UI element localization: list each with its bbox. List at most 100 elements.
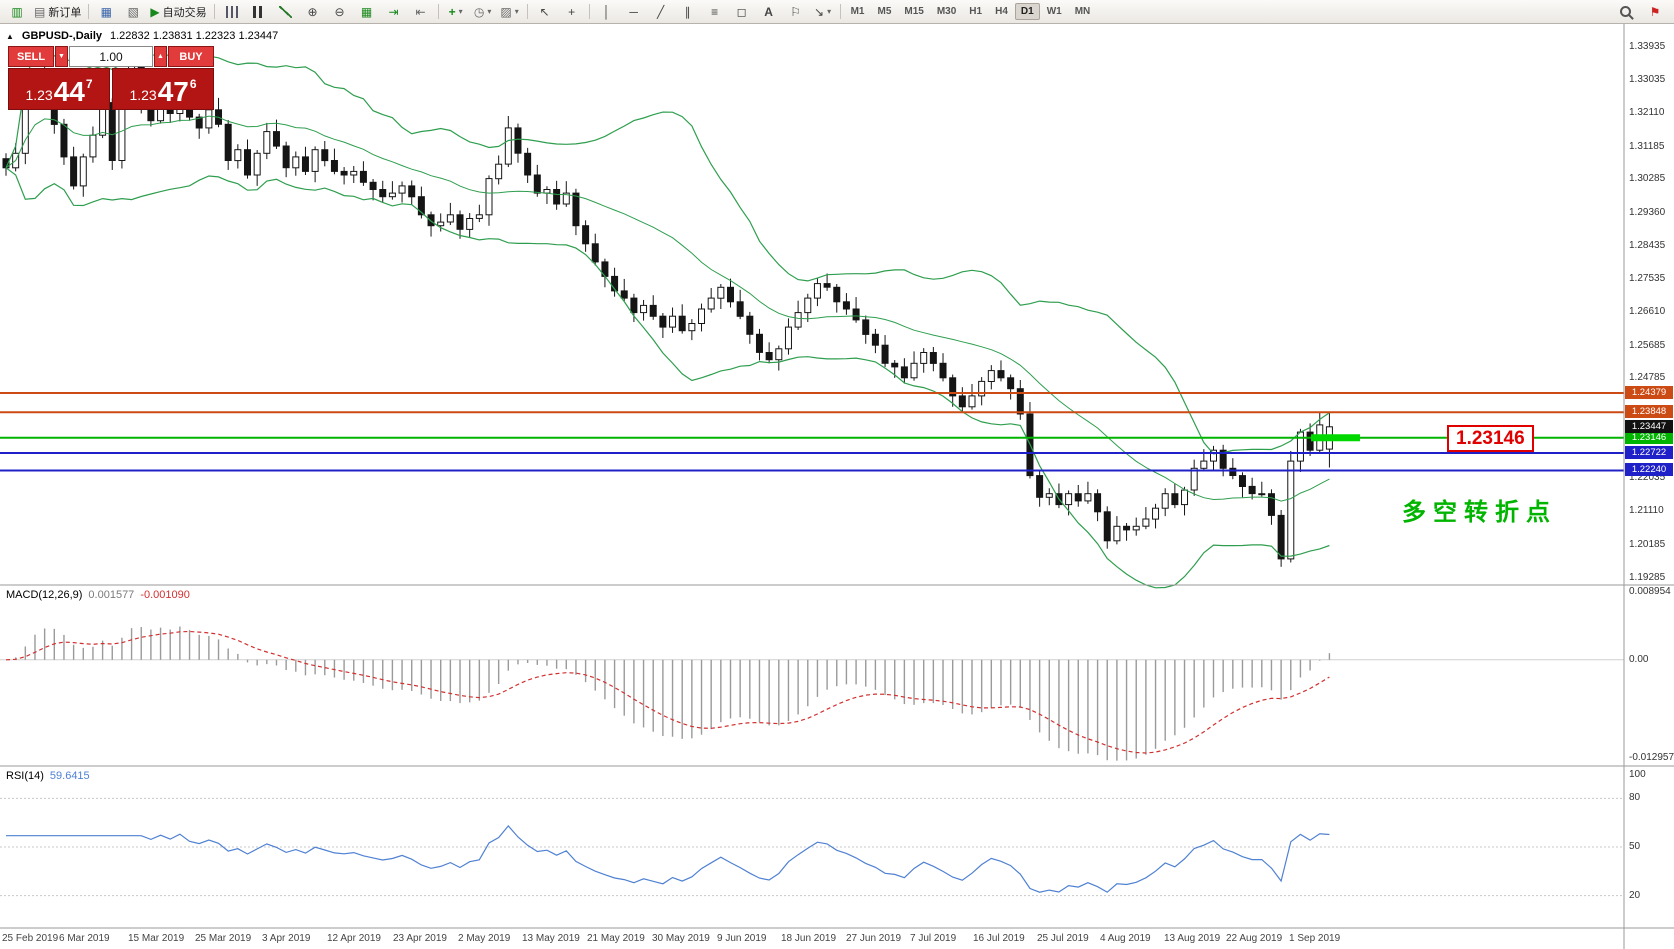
date-axis-label: 1 Sep 2019 <box>1289 933 1341 944</box>
sell-button[interactable]: SELL <box>8 46 54 67</box>
timeframe-button-M5[interactable]: M5 <box>877 6 892 17</box>
date-axis-label: 21 May 2019 <box>587 933 645 944</box>
trendline-icon[interactable]: ╱ <box>656 4 665 19</box>
buy-button[interactable]: BUY <box>168 46 214 67</box>
text-label-icon[interactable]: ⚐ <box>790 4 801 19</box>
price-axis-label: 1.29360 <box>1629 206 1666 218</box>
date-axis-label: 2 May 2019 <box>458 933 511 944</box>
macd-indicator-label: MACD(12,26,9) 0.001577 -0.001090 <box>6 589 190 601</box>
timeframe-button-W1[interactable]: W1 <box>1046 6 1062 17</box>
price-axis-label: 1.28435 <box>1629 240 1666 252</box>
zoom-out-icon[interactable]: ⊖ <box>334 4 345 19</box>
date-axis-label: 25 Jul 2019 <box>1037 933 1089 944</box>
separator <box>526 4 528 19</box>
separator <box>88 4 90 19</box>
date-axis-label: 18 Jun 2019 <box>781 933 837 944</box>
auto-scroll-icon[interactable]: ⇥ <box>388 4 399 19</box>
timeframe-button-H4[interactable]: H4 <box>995 6 1008 17</box>
chart-window-icon[interactable]: ▦ <box>100 4 113 19</box>
bar-chart-icon[interactable] <box>219 2 245 22</box>
search-icon[interactable] <box>1612 2 1638 22</box>
zoom-in-icon[interactable]: ⊕ <box>307 4 318 19</box>
date-axis-label: 13 May 2019 <box>522 933 580 944</box>
buy-price-main: 47 <box>157 76 189 108</box>
indicators-add-icon[interactable]: + ▾ <box>448 4 463 19</box>
crosshair-icon[interactable]: + <box>568 4 576 19</box>
chart-title: ▲ GBPUSD-,Daily 1.22832 1.23831 1.22323 … <box>6 30 278 42</box>
price-axis-label: 1.30285 <box>1629 173 1666 185</box>
autotrading-button[interactable]: ▶ 自动交易 <box>147 2 209 22</box>
chinese-annotation[interactable]: 多空转折点 <box>1402 499 1557 526</box>
timeframe-button-M1[interactable]: M1 <box>850 6 865 17</box>
separator <box>839 4 841 19</box>
price-axis-label: 1.19285 <box>1629 571 1666 583</box>
price-axis-tag: 1.22240 <box>1625 463 1673 477</box>
price-axis-tag: 1.22722 <box>1625 446 1673 460</box>
buy-price-button[interactable]: 1.23 47 6 <box>112 68 214 110</box>
rsi-axis-label: 100 <box>1629 769 1646 780</box>
date-axis-label: 25 Mar 2019 <box>195 933 252 944</box>
price-axis-label: 1.27535 <box>1629 272 1666 284</box>
timeframe-button-M15[interactable]: M15 <box>904 6 924 17</box>
navigator-icon[interactable]: ▧ <box>127 4 140 19</box>
flag-icon[interactable]: ⚑ <box>1649 4 1661 19</box>
price-axis-tag: 1.24379 <box>1625 386 1673 400</box>
date-axis-label: 22 Aug 2019 <box>1226 933 1283 944</box>
symbol-period-label: GBPUSD-,Daily <box>21 30 102 42</box>
price-axis-label: 1.33935 <box>1629 41 1666 52</box>
separator <box>213 4 215 19</box>
date-axis-label: 6 Mar 2019 <box>59 933 110 944</box>
date-axis-label: 12 Apr 2019 <box>327 933 381 944</box>
price-axis-label: 1.22035 <box>1629 471 1666 483</box>
sell-price-main: 44 <box>53 76 85 108</box>
sell-price-button[interactable]: 1.23 44 7 <box>8 68 110 110</box>
rsi-value: 59.6415 <box>49 770 90 782</box>
timeframe-button-MN[interactable]: MN <box>1074 6 1091 17</box>
price-axis-label: 1.21110 <box>1629 505 1664 517</box>
price-axis-tag: 1.23848 <box>1625 405 1673 419</box>
new-order-button[interactable]: ▤ 新订单 <box>31 2 84 22</box>
one-click-trading-panel: SELL ▼ 1.00 ▲ BUY 1.23 44 7 1.23 47 6 <box>8 46 214 110</box>
volume-increase-button[interactable]: ▲ <box>154 46 167 67</box>
chart-shift-icon[interactable]: ⇤ <box>415 4 426 19</box>
price-axis-label: 1.26610 <box>1629 306 1666 318</box>
cursor-icon[interactable]: ↖ <box>539 4 550 19</box>
buy-price-prefix: 1.23 <box>129 87 157 103</box>
channel-icon[interactable]: ∥ <box>684 4 691 19</box>
timeframe-button-M30[interactable]: M30 <box>936 6 957 17</box>
macd-signal-value: -0.001090 <box>140 589 190 601</box>
vertical-line-icon[interactable]: │ <box>602 4 611 19</box>
shapes-icon[interactable]: ◻ <box>736 4 747 19</box>
text-tool-icon[interactable]: A <box>764 4 773 19</box>
volume-decrease-button[interactable]: ▼ <box>55 46 68 67</box>
line-chart-icon[interactable] <box>273 2 299 22</box>
macd-axis-label: -0.012957 <box>1629 751 1674 763</box>
rsi-axis-label: 50 <box>1629 841 1641 852</box>
date-axis-label: 4 Aug 2019 <box>1100 933 1151 944</box>
periods-clock-icon[interactable]: ◷ ▾ <box>473 4 492 19</box>
date-axis-label: 3 Apr 2019 <box>262 933 311 944</box>
templates-icon[interactable]: ▨ ▾ <box>500 4 519 19</box>
volume-input[interactable]: 1.00 <box>69 46 153 67</box>
fibonacci-icon[interactable]: ≡ <box>711 4 719 19</box>
one-click-collapse-icon[interactable]: ▲ <box>6 31 14 41</box>
macd-axis-label: 0.00 <box>1629 653 1649 665</box>
terminal-icon[interactable]: ▥ <box>11 4 23 19</box>
rsi-axis-label: 80 <box>1629 792 1641 804</box>
new-order-icon: ▤ <box>34 4 46 19</box>
horizontal-line-icon[interactable]: ─ <box>629 4 638 19</box>
level-price-label[interactable]: 1.23146 <box>1447 425 1534 452</box>
toolbar: ▥ ▤ 新订单 ▦ ▧ ▶ 自动交易 ⊕ ⊖ ▦ ⇥ ⇤ + ▾ ◷ ▾ ▨ ▾ ↖ … <box>0 0 1674 24</box>
macd-axis-label: 0.008954 <box>1629 585 1671 597</box>
date-axis-label: 25 Feb 2019 <box>2 933 59 944</box>
timeframe-button-H1[interactable]: H1 <box>969 6 983 17</box>
candlestick-chart-icon[interactable] <box>246 2 272 22</box>
grid-icon[interactable]: ▦ <box>360 4 373 19</box>
arrows-tool-icon[interactable]: ↘ ▾ <box>814 4 832 19</box>
date-axis-label: 15 Mar 2019 <box>128 933 185 944</box>
macd-name: MACD(12,26,9) <box>6 589 83 601</box>
timeframe-button-D1[interactable]: D1 <box>1014 3 1040 20</box>
timeframe-bar: M1 M5 M15 M30 H1 H4 D1 W1 MN <box>845 3 1097 20</box>
